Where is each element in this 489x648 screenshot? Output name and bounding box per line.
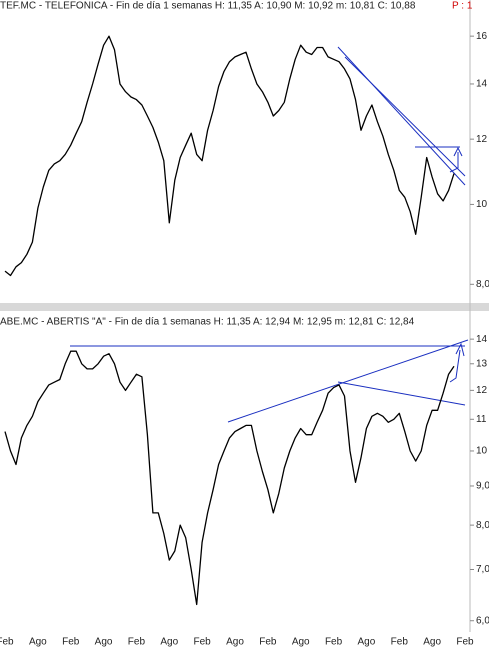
x-tick-label: Ago <box>226 637 244 648</box>
y-tick-label: 10 <box>476 199 488 210</box>
y-tick-label: 11 <box>476 414 487 425</box>
chart-title: ABE.MC - ABERTIS "A" - Fin de día 1 sema… <box>0 317 415 328</box>
arrow <box>449 342 465 383</box>
y-tick-label: 12 <box>476 385 488 396</box>
y-tick-label: 16 <box>476 31 488 42</box>
price-line <box>4 350 455 606</box>
arrow <box>449 146 463 173</box>
y-tick-label: 8,0 <box>476 520 489 531</box>
trendline <box>337 46 466 186</box>
y-tick-label: 14 <box>476 79 488 90</box>
x-tick-label: Ago <box>358 637 376 648</box>
x-tick-label: Ago <box>29 637 47 648</box>
y-tick-label: 13 <box>476 358 488 369</box>
x-tick-label: Feb <box>391 637 409 648</box>
x-tick-label: Ago <box>292 637 310 648</box>
x-tick-label: Feb <box>259 637 277 648</box>
trendlines <box>70 46 469 423</box>
y-tick-label: 6,0 <box>476 615 489 626</box>
y-tick-label: 8,0 <box>476 279 489 290</box>
y-tick-label: 12 <box>476 134 488 145</box>
panel-separator <box>0 303 489 311</box>
x-tick-label: Feb <box>456 637 474 648</box>
x-tick-label: Feb <box>62 637 80 648</box>
x-tick-label: Feb <box>194 637 212 648</box>
y-tick-label: 9,0 <box>476 481 489 492</box>
price-line <box>4 35 455 277</box>
x-tick-label: Feb <box>325 637 343 648</box>
y-tick-label: 10 <box>476 446 488 457</box>
x-tick-label: Feb <box>128 637 146 648</box>
y-tick-label: 14 <box>476 334 488 345</box>
x-tick-label: Ago <box>95 637 113 648</box>
x-tick-label: Ago <box>423 637 441 648</box>
chart-title: TEF.MC - TELEFONICA - Fin de día 1 seman… <box>0 1 416 12</box>
y-tick-label: 7,0 <box>476 564 489 575</box>
trendline <box>337 381 466 406</box>
x-tick-label: Feb <box>0 637 14 648</box>
x-tick-label: Ago <box>160 637 178 648</box>
trendline <box>227 339 469 423</box>
page-indicator: P : 1 <box>452 1 473 12</box>
trendline <box>344 56 466 177</box>
